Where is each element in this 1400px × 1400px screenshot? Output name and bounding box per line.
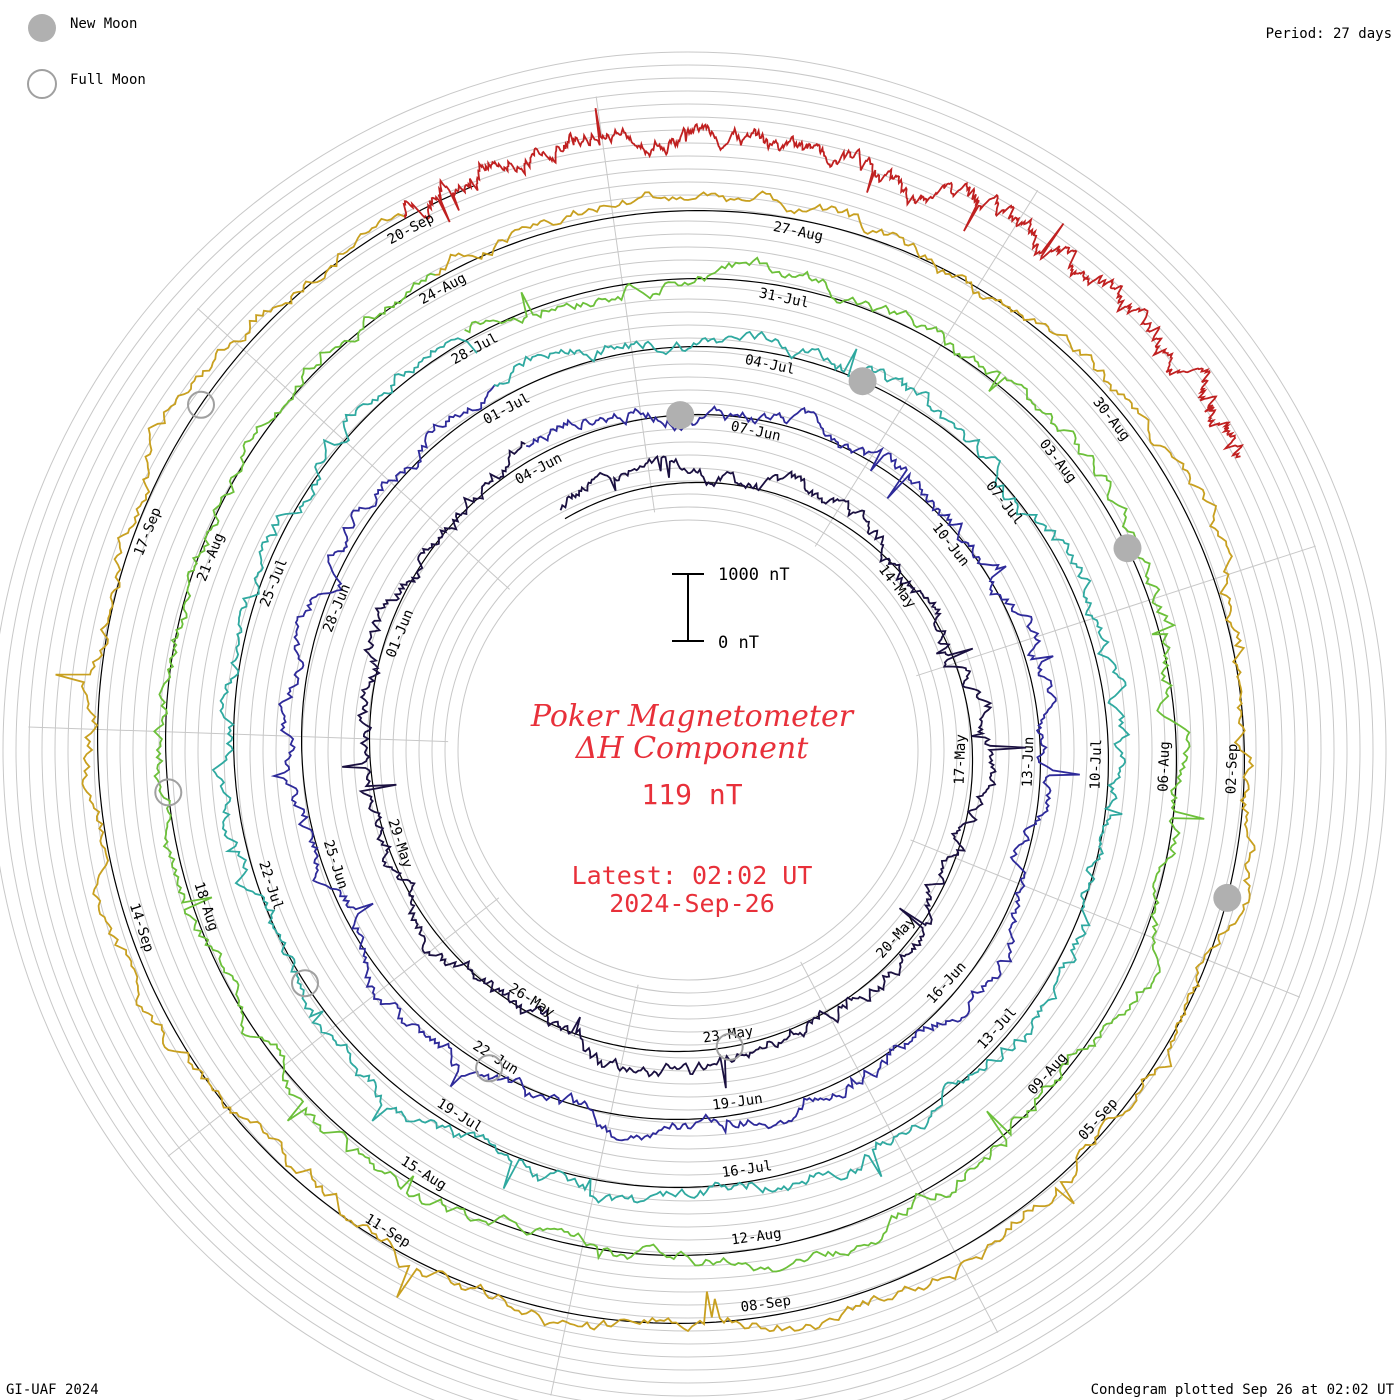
footer-credit: GI-UAF 2024 (6, 1382, 99, 1398)
grid-ring (236, 298, 1140, 1202)
date-tick-label: 14-Sep (126, 901, 157, 954)
new-moon-marker (1113, 534, 1142, 563)
chart-title-line1: Poker Magnetometer (530, 699, 855, 734)
grid-ring (275, 337, 1101, 1163)
full-moon-marker (291, 969, 319, 998)
grid-spoke (595, 96, 656, 513)
new-moon-marker (666, 401, 695, 430)
grid-ring (132, 194, 1244, 1306)
series-trace-1 (342, 440, 1027, 1089)
footer-plotted-time: Condegram plotted Sep 26 at 02:02 UT (1091, 1382, 1395, 1398)
grid-ring (197, 259, 1179, 1241)
grid-ring (405, 467, 971, 1033)
grid-spoke (910, 839, 1301, 998)
grid-spoke (197, 308, 510, 590)
grid-ring (392, 454, 984, 1046)
date-tick-label: 29-May (384, 817, 415, 870)
grid-ring (145, 207, 1231, 1293)
date-tick-label: 08-Sep (740, 1293, 792, 1316)
grid-ring (249, 311, 1127, 1189)
latest-time: Latest: 02:02 UT (572, 861, 813, 890)
date-tick-label: 21-Aug (194, 531, 228, 584)
grid-spoke (800, 961, 999, 1333)
date-tick-label: 07-Jun (729, 419, 782, 445)
date-tick-label: 17-Sep (131, 505, 165, 558)
series-trace-3 (211, 330, 1131, 1204)
date-tick-label: 10-Jul (1088, 739, 1106, 790)
date-tick-label: 31-Jul (758, 285, 811, 311)
moon-markers (154, 367, 1242, 1083)
date-tick-label: 06-Aug (1156, 741, 1174, 792)
grid-ring (93, 155, 1283, 1345)
full-moon-marker (475, 1054, 504, 1083)
grid-ring (171, 233, 1205, 1267)
full-moon-icon (27, 69, 57, 99)
grid-ring (431, 493, 945, 1007)
new-moon-icon (28, 14, 56, 42)
grid-ring (340, 402, 1036, 1098)
grid-spoke (550, 984, 639, 1396)
date-tick-label: 13-Jun (1020, 736, 1038, 787)
series-trace-2 (270, 385, 1080, 1142)
grid-ring (41, 103, 1335, 1397)
grid-ring (444, 506, 932, 994)
grid-spoke (167, 897, 500, 1157)
grid-ring (28, 90, 1348, 1400)
grid-ring (418, 480, 958, 1020)
legend-full-moon-label: Full Moon (70, 72, 146, 88)
date-tick-label: 04-Jul (743, 352, 796, 378)
grid-ring (119, 181, 1257, 1319)
grid-rings (0, 51, 1387, 1400)
latest-date: 2024-Sep-26 (609, 889, 775, 918)
grid-ring (210, 272, 1166, 1228)
grid-ring (80, 142, 1296, 1358)
full-moon-marker (715, 1032, 744, 1061)
date-tick-label: 12-Aug (730, 1226, 782, 1249)
date-tick-label: 19-Jun (711, 1091, 763, 1114)
grid-ring (158, 220, 1218, 1280)
series-trace-5 (55, 190, 1256, 1333)
date-tick-label: 17-May (952, 734, 970, 785)
series-trace-4 (152, 256, 1205, 1273)
grid-spoke (28, 726, 449, 743)
scale-top-label: 1000 nT (718, 565, 790, 585)
date-tick-label: 16-Jul (721, 1158, 773, 1181)
series-traces (55, 108, 1256, 1333)
new-moon-marker (1213, 883, 1242, 912)
date-tick-label: 22-Jul (255, 859, 286, 912)
scale-bar: 1000 nT 0 nT (672, 565, 790, 653)
grid-spokes (28, 96, 1316, 1396)
full-moon-marker (154, 778, 183, 807)
period-label: Period: 27 days (1266, 26, 1392, 42)
date-tick-label: 28-Jun (320, 582, 354, 635)
grid-ring (288, 350, 1088, 1150)
grid-spoke (916, 545, 1316, 677)
scale-bottom-label: 0 nT (718, 633, 759, 653)
chart-title-line2: ΔH Component (575, 731, 809, 766)
grid-ring (314, 376, 1062, 1124)
full-moon-marker (187, 390, 215, 419)
date-tick-label: 27-Aug (772, 219, 825, 245)
grid-ring (262, 324, 1114, 1176)
date-tick-label: 25-Jun (320, 838, 351, 891)
grid-ring (457, 519, 919, 981)
new-moon-marker (848, 367, 877, 396)
grid-ring (0, 51, 1387, 1400)
grid-ring (184, 246, 1192, 1254)
grid-ring (54, 116, 1322, 1384)
series-trace-6 (402, 108, 1244, 459)
date-tick-label: 02-Sep (1223, 743, 1241, 794)
grid-ring (223, 285, 1153, 1215)
grid-ring (327, 389, 1049, 1111)
grid-ring (2, 64, 1374, 1400)
legend-new-moon-label: New Moon (70, 16, 137, 32)
grid-spoke (814, 190, 1039, 547)
current-value: 119 nT (641, 778, 742, 811)
grid-ring (15, 77, 1361, 1400)
